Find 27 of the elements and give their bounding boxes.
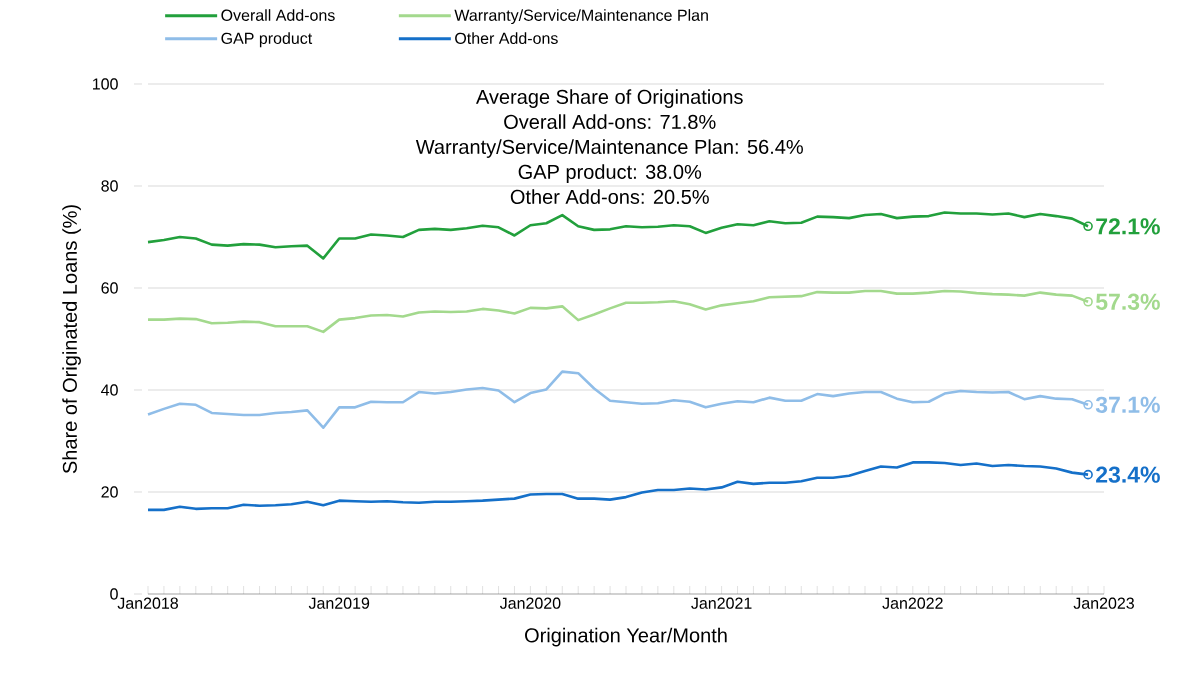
x-axis-title: Origination Year/Month: [525, 627, 727, 647]
x-tick-label: Jan2022: [882, 597, 943, 609]
annotation: Average Share of Originations: [476, 89, 743, 108]
x-tick-label: Jan2018: [117, 597, 178, 609]
y-tick-label: 40: [101, 384, 118, 396]
legend-label: GAP product: [221, 32, 313, 48]
x-tick-label: Jan2023: [1073, 597, 1134, 609]
annotation: Other Add-ons: 20.5%: [510, 189, 709, 204]
y-tick-label: 0: [110, 588, 118, 600]
x-tick-label: Jan2021: [691, 597, 752, 609]
y-tick-label: 60: [101, 282, 118, 294]
y-tick-label: 80: [101, 180, 118, 192]
y-tick-label: 100: [93, 78, 118, 90]
data-label: 57.3%: [1095, 293, 1160, 310]
annotation: Overall Add-ons: 71.8%: [504, 114, 716, 129]
data-label: 37.1%: [1095, 396, 1160, 413]
x-tick-label: Jan2019: [308, 597, 370, 609]
data-label: 72.1%: [1096, 218, 1160, 235]
annotation: Warranty/Service/Maintenance Plan: 56.4%: [415, 139, 803, 158]
y-tick-label: 20: [101, 486, 118, 498]
legend-label: Other Add-ons: [455, 32, 558, 44]
legend-label: Overall Add-ons: [221, 9, 335, 21]
legend-label: Warranty/Service/Maintenance Plan: [454, 9, 708, 25]
annotation: GAP product: 38.0%: [518, 164, 702, 183]
data-label: 23.4%: [1096, 466, 1160, 483]
y-axis-title: Share of Originated Loans (%): [62, 205, 81, 474]
x-tick-label: Jan2020: [499, 597, 561, 609]
